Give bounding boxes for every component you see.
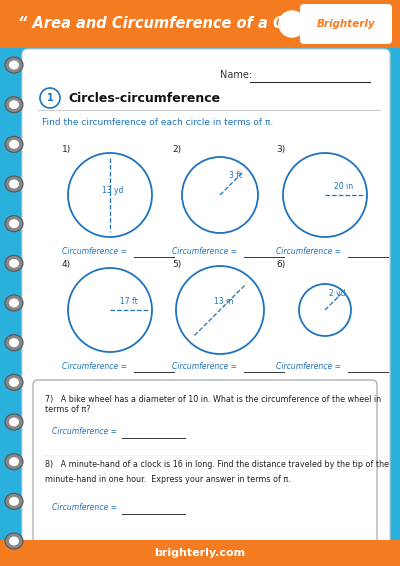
Ellipse shape — [9, 61, 19, 70]
Text: Circumference =: Circumference = — [172, 247, 237, 256]
FancyBboxPatch shape — [300, 4, 392, 44]
Text: Circumference =: Circumference = — [52, 427, 117, 436]
Text: 1): 1) — [62, 145, 71, 154]
Circle shape — [279, 11, 305, 37]
Text: Circumference =: Circumference = — [276, 247, 341, 256]
Ellipse shape — [5, 136, 23, 152]
Text: 6): 6) — [276, 260, 285, 269]
Ellipse shape — [9, 298, 19, 307]
Ellipse shape — [5, 533, 23, 549]
FancyBboxPatch shape — [33, 380, 377, 545]
Ellipse shape — [5, 295, 23, 311]
Text: 2 yd: 2 yd — [328, 289, 345, 298]
Ellipse shape — [9, 100, 19, 109]
Ellipse shape — [9, 179, 19, 188]
Text: Brighterly: Brighterly — [317, 19, 375, 29]
Ellipse shape — [9, 338, 19, 347]
Ellipse shape — [5, 97, 23, 113]
FancyBboxPatch shape — [0, 0, 400, 48]
Text: Circumference =: Circumference = — [52, 503, 117, 512]
Circle shape — [299, 284, 351, 336]
Text: 1: 1 — [47, 93, 53, 103]
Text: minute-hand in one hour.  Express your answer in terms of π.: minute-hand in one hour. Express your an… — [45, 475, 291, 484]
Circle shape — [68, 268, 152, 352]
Ellipse shape — [9, 219, 19, 228]
Ellipse shape — [5, 335, 23, 351]
Text: 7)   A bike wheel has a diameter of 10 in. What is the circumference of the whee: 7) A bike wheel has a diameter of 10 in.… — [45, 395, 381, 414]
Text: “ Area and Circumference of a Circle: “ Area and Circumference of a Circle — [18, 16, 320, 32]
Ellipse shape — [9, 497, 19, 506]
Circle shape — [283, 153, 367, 237]
Ellipse shape — [5, 414, 23, 430]
Text: Circles-circumference: Circles-circumference — [68, 92, 220, 105]
Text: 13 yd: 13 yd — [102, 186, 124, 195]
Text: 5): 5) — [172, 260, 181, 269]
Text: 13 m: 13 m — [214, 297, 234, 306]
Ellipse shape — [5, 216, 23, 231]
Text: 2): 2) — [172, 145, 181, 154]
Text: 4): 4) — [62, 260, 71, 269]
Text: 20 in: 20 in — [334, 182, 354, 191]
Text: Name:: Name: — [220, 70, 252, 80]
Ellipse shape — [5, 454, 23, 470]
Ellipse shape — [5, 374, 23, 391]
Ellipse shape — [9, 378, 19, 387]
Ellipse shape — [5, 176, 23, 192]
Text: Find the circumference of each circle in terms of π.: Find the circumference of each circle in… — [42, 118, 273, 127]
Ellipse shape — [5, 255, 23, 271]
Circle shape — [176, 266, 264, 354]
Text: Circumference =: Circumference = — [62, 247, 127, 256]
Ellipse shape — [5, 494, 23, 509]
Text: 8)   A minute-hand of a clock is 16 in long. Find the distance traveled by the t: 8) A minute-hand of a clock is 16 in lon… — [45, 460, 389, 469]
FancyBboxPatch shape — [0, 540, 400, 566]
Ellipse shape — [9, 418, 19, 427]
Ellipse shape — [9, 457, 19, 466]
Text: 17 ft: 17 ft — [120, 297, 138, 306]
Circle shape — [40, 88, 60, 108]
Ellipse shape — [9, 537, 19, 546]
Text: Circumference =: Circumference = — [62, 362, 127, 371]
Text: 3): 3) — [276, 145, 285, 154]
Text: 3 ft: 3 ft — [229, 170, 242, 179]
FancyBboxPatch shape — [22, 49, 390, 552]
Circle shape — [68, 153, 152, 237]
Ellipse shape — [9, 259, 19, 268]
Circle shape — [182, 157, 258, 233]
Text: Circumference =: Circumference = — [276, 362, 341, 371]
Text: brighterly.com: brighterly.com — [154, 548, 246, 558]
Text: Circumference =: Circumference = — [172, 362, 237, 371]
Ellipse shape — [5, 57, 23, 73]
Ellipse shape — [9, 140, 19, 149]
